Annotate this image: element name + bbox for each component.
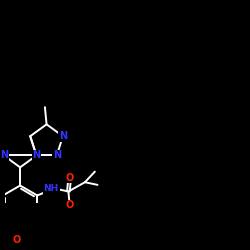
Text: NH: NH <box>44 184 59 193</box>
Text: N: N <box>53 150 61 160</box>
Text: N: N <box>59 131 67 141</box>
Text: S: S <box>33 150 40 160</box>
Text: O: O <box>66 200 74 210</box>
Text: N: N <box>0 150 8 160</box>
Text: O: O <box>13 235 21 245</box>
Text: N: N <box>32 150 40 160</box>
Text: O: O <box>66 172 74 182</box>
